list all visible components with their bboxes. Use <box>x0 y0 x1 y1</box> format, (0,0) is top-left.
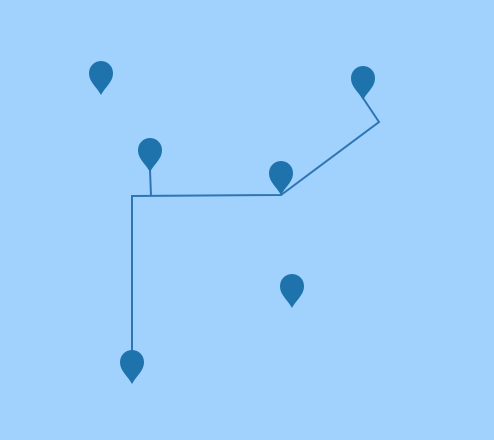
map-pin-icon[interactable] <box>120 350 144 384</box>
map-pin-icon[interactable] <box>280 274 304 308</box>
route-line <box>131 97 381 382</box>
map-pin-icon[interactable] <box>89 61 113 95</box>
map-pin-icon[interactable] <box>269 161 293 195</box>
map-pin-icon[interactable] <box>351 66 375 100</box>
route-connector <box>149 169 152 197</box>
map-pin-icon[interactable] <box>138 138 162 172</box>
